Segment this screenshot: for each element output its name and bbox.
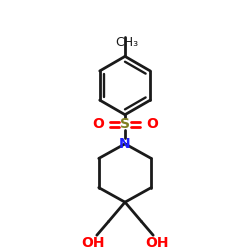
Text: OH: OH <box>145 236 169 250</box>
Text: O: O <box>146 118 158 132</box>
Text: S: S <box>120 118 130 132</box>
Text: O: O <box>92 118 104 132</box>
Text: OH: OH <box>81 236 105 250</box>
Text: N: N <box>119 137 131 151</box>
Text: CH₃: CH₃ <box>116 36 138 49</box>
